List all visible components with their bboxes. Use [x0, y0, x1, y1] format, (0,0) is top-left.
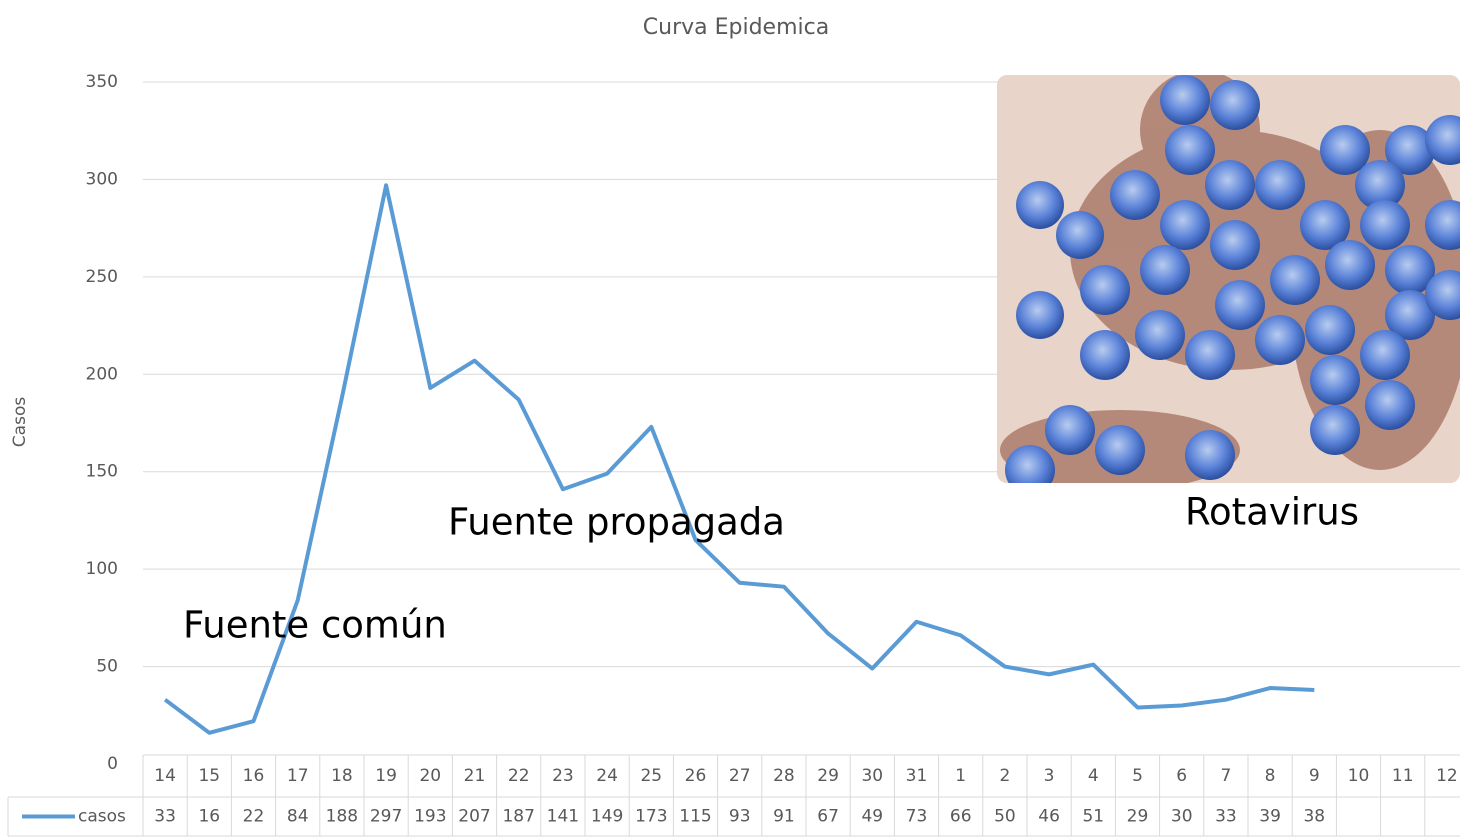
chart: Curva Epidemica Casos 050100150200250300…: [0, 0, 1460, 837]
table-value: 67: [817, 807, 839, 827]
x-tick-label: 7: [1220, 766, 1231, 786]
x-tick-label: 22: [508, 766, 530, 786]
y-tick-label: 100: [86, 559, 118, 579]
x-tick-label: 27: [729, 766, 751, 786]
x-tick-label: 10: [1348, 766, 1370, 786]
x-tick-label: 1: [955, 766, 966, 786]
table-value: 91: [773, 807, 795, 827]
x-tick-label: 9: [1309, 766, 1320, 786]
x-tick-label: 18: [331, 766, 353, 786]
y-tick-label: 250: [86, 267, 118, 287]
y-tick-label: 200: [86, 364, 118, 384]
x-tick-label: 23: [552, 766, 574, 786]
x-tick-label: 12: [1436, 766, 1458, 786]
table-value: 141: [547, 807, 579, 827]
x-tick-label: 16: [243, 766, 265, 786]
table-value: 30: [1171, 807, 1193, 827]
x-tick-label: 11: [1392, 766, 1414, 786]
table-value: 84: [287, 807, 309, 827]
table-value: 188: [326, 807, 358, 827]
table-value: 33: [154, 807, 176, 827]
table-value: 93: [729, 807, 751, 827]
x-tick-label: 19: [375, 766, 397, 786]
x-tick-label: 31: [906, 766, 928, 786]
y-tick-label: 50: [96, 657, 118, 677]
x-tick-label: 26: [685, 766, 707, 786]
table-value: 207: [458, 807, 490, 827]
page: Curva Epidemica Casos 050100150200250300…: [0, 0, 1460, 837]
table-value: 39: [1259, 807, 1281, 827]
x-tick-label: 4: [1088, 766, 1099, 786]
x-tick-label: 3: [1044, 766, 1055, 786]
table-value: 46: [1038, 807, 1060, 827]
table-value: 50: [994, 807, 1016, 827]
y-axis-label: Casos: [10, 397, 30, 448]
table-value: 297: [370, 807, 402, 827]
annotation: Fuente común: [183, 604, 447, 647]
rotavirus-image: [997, 70, 1460, 495]
x-tick-label: 25: [640, 766, 662, 786]
y-tick-label: 350: [86, 72, 118, 92]
x-tick-label: 2: [999, 766, 1010, 786]
x-tick-label: 20: [419, 766, 441, 786]
x-tick-label: 28: [773, 766, 795, 786]
table-value: 49: [861, 807, 883, 827]
table-value: 33: [1215, 807, 1237, 827]
x-tick-label: 15: [198, 766, 220, 786]
x-tick-label: 24: [596, 766, 618, 786]
table-value: 66: [950, 807, 972, 827]
table-value: 149: [591, 807, 623, 827]
x-tick-label: 30: [861, 766, 883, 786]
x-tick-label: 6: [1176, 766, 1187, 786]
table-value: 29: [1127, 807, 1149, 827]
table-value: 173: [635, 807, 667, 827]
table-value: 38: [1303, 807, 1325, 827]
x-tick-label: 5: [1132, 766, 1143, 786]
y-tick-label: 300: [86, 169, 118, 189]
table-value: 73: [906, 807, 928, 827]
x-tick-label: 17: [287, 766, 309, 786]
x-tick-label: 8: [1265, 766, 1276, 786]
table-value: 51: [1082, 807, 1104, 827]
x-tick-label: 14: [154, 766, 176, 786]
y-tick-label: 0: [107, 754, 118, 774]
table-value: 115: [679, 807, 711, 827]
table-value: 193: [414, 807, 446, 827]
table-value: 187: [502, 807, 534, 827]
y-tick-label: 150: [86, 462, 118, 482]
x-tick-label: 29: [817, 766, 839, 786]
legend-label: casos: [78, 807, 126, 827]
chart-title: Curva Epidemica: [643, 15, 829, 40]
x-tick-label: 21: [464, 766, 486, 786]
annotation: Fuente propagada: [448, 501, 785, 544]
annotation: Rotavirus: [1185, 491, 1359, 534]
table-value: 16: [198, 807, 220, 827]
table-value: 22: [243, 807, 265, 827]
